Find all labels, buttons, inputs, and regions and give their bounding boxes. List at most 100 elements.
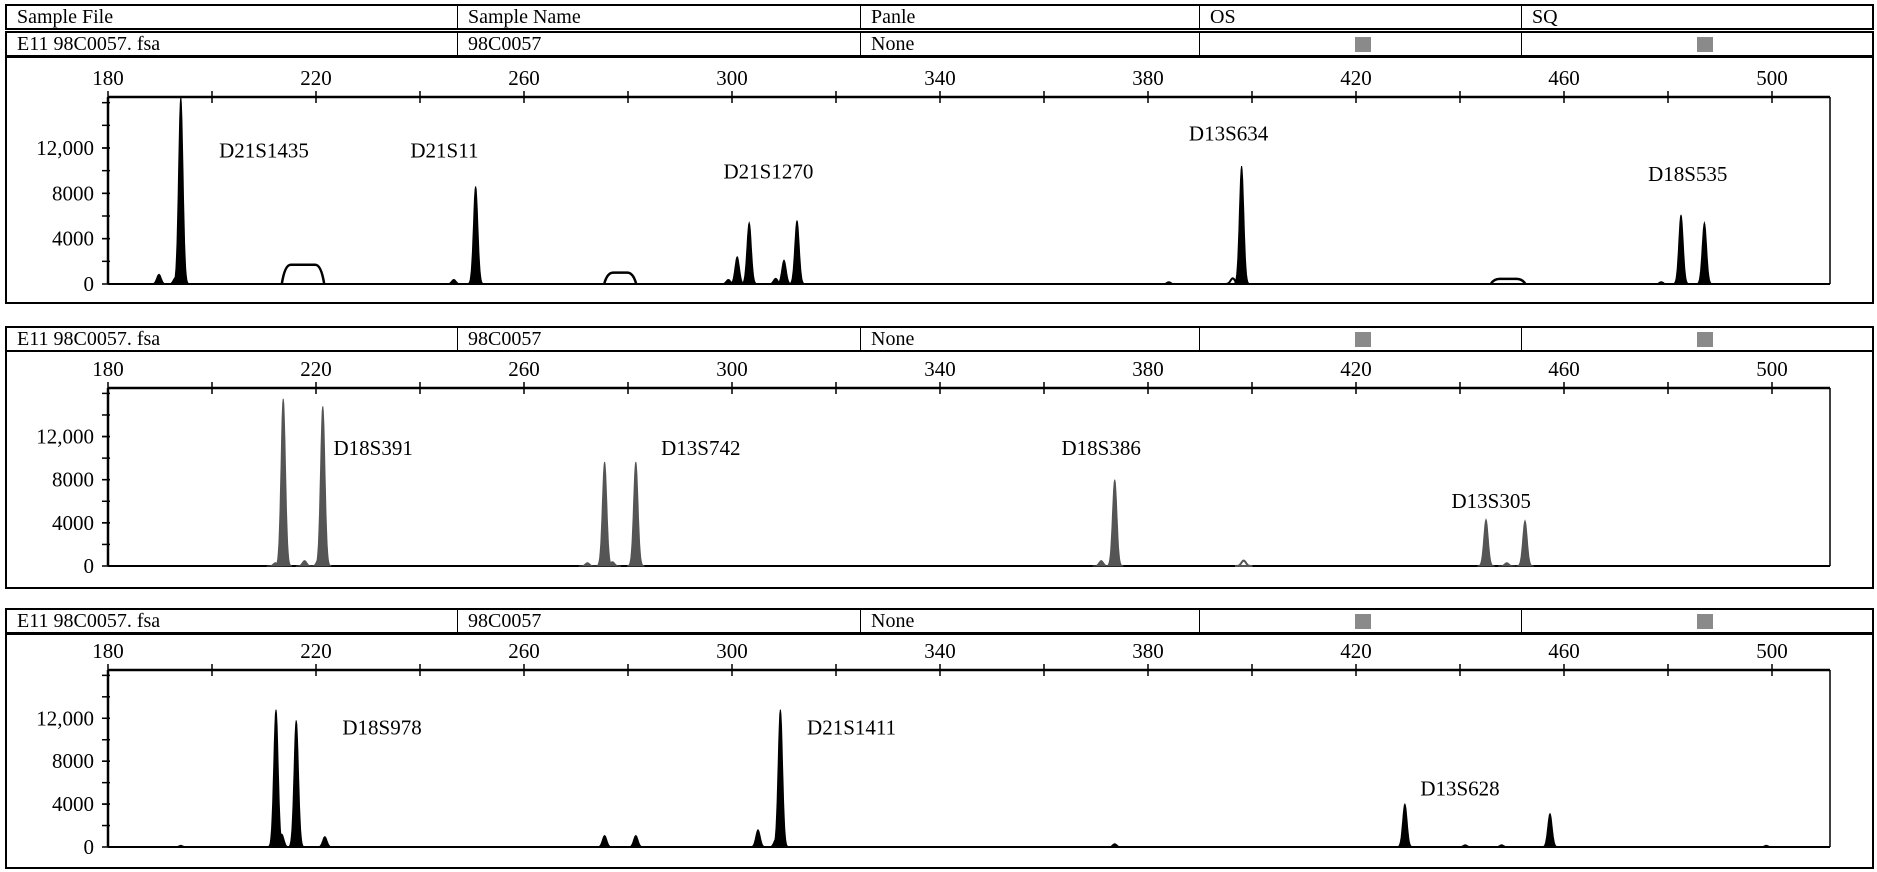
- marker-label: D21S1270: [723, 160, 813, 184]
- sq-status-square-icon: [1697, 37, 1713, 52]
- x-tick-label: 340: [924, 66, 956, 90]
- x-tick-label: 260: [508, 639, 540, 663]
- peak: [749, 829, 767, 848]
- sq-status-square-icon: [1697, 332, 1713, 347]
- peak: [627, 461, 645, 567]
- marker-label: D21S1411: [807, 715, 896, 739]
- sq-cell: [1521, 328, 1872, 350]
- electropherogram-panel-3: 180 220 260 300 340 380 420 460 500 0 4000 8000 12,0…: [5, 633, 1874, 869]
- peak: [172, 844, 190, 848]
- peak: [1672, 214, 1690, 285]
- sample-row[interactable]: E11 98C0057. fsa 98C0057 None: [5, 31, 1874, 57]
- peak: [788, 220, 806, 285]
- peak: [595, 461, 614, 567]
- y-tick-label: 4000: [52, 227, 94, 251]
- peak: [150, 273, 168, 285]
- peak: [1477, 518, 1495, 567]
- x-tick-label: 180: [92, 66, 124, 90]
- peak: [1516, 519, 1534, 567]
- y-tick-label: 0: [84, 554, 95, 578]
- peak: [445, 278, 463, 285]
- x-tick-label: 420: [1340, 357, 1372, 381]
- x-tick-label: 220: [300, 639, 332, 663]
- x-tick-label: 380: [1132, 66, 1164, 90]
- column-header-sq: SQ: [1521, 6, 1872, 28]
- x-tick-label: 220: [300, 357, 332, 381]
- x-tick-label: 180: [92, 639, 124, 663]
- y-tick-label: 0: [84, 835, 95, 859]
- y-tick-label: 8000: [52, 468, 94, 492]
- peak: [313, 406, 332, 567]
- marker-label: D13S305: [1452, 489, 1531, 513]
- sample-name: 98C0057: [457, 328, 860, 350]
- peak: [273, 398, 293, 567]
- peak: [267, 709, 285, 848]
- marker-label: D18S386: [1062, 436, 1141, 460]
- sq-cell: [1521, 33, 1872, 55]
- peak: [1541, 812, 1559, 848]
- os-cell: [1199, 328, 1521, 350]
- sample-file: E11 98C0057. fsa: [17, 610, 161, 632]
- x-tick-label: 260: [508, 66, 540, 90]
- y-tick-label: 12,000: [36, 136, 94, 160]
- marker-label: D18S391: [334, 436, 413, 460]
- panel-name: None: [860, 33, 1199, 55]
- y-tick-label: 4000: [52, 511, 94, 535]
- sample-file: E11 98C0057. fsa: [17, 328, 161, 350]
- peak: [1232, 166, 1251, 285]
- electropherogram-chart-2: 180 220 260 300 340 380 420 460 500 0 4000 8000 12,0…: [36, 357, 1831, 578]
- peak: [627, 834, 645, 848]
- peak: [1498, 562, 1516, 567]
- marker-label: D18S978: [342, 715, 421, 739]
- peak: [578, 562, 597, 567]
- x-tick-label: 500: [1756, 66, 1788, 90]
- os-status-square-icon: [1355, 614, 1371, 629]
- peak: [287, 720, 306, 848]
- electropherogram-panel-1: 180 220 260 300 340 380 420 460 500 0 4000 8000 12,0…: [5, 56, 1874, 304]
- peak: [316, 836, 334, 848]
- peak: [595, 834, 614, 848]
- column-header-sample-name: Sample Name: [457, 6, 860, 28]
- os-cell: [1199, 33, 1521, 55]
- panel-name: None: [860, 610, 1199, 632]
- y-tick-label: 12,000: [36, 706, 94, 730]
- y-tick-label: 12,000: [36, 425, 94, 449]
- column-header-sample-file: Sample File: [17, 6, 114, 28]
- marker-label: D21S11: [410, 139, 478, 163]
- peak: [1757, 844, 1775, 848]
- electropherogram-chart-1: 180 220 260 300 340 380 420 460 500 0 4000 8000 12,0…: [36, 66, 1831, 296]
- peak: [1105, 479, 1124, 567]
- x-tick-label: 460: [1548, 639, 1580, 663]
- marker-label: D21S1435: [219, 139, 309, 163]
- peak: [1160, 281, 1178, 285]
- sq-status-square-icon: [1697, 614, 1713, 629]
- x-tick-label: 420: [1340, 639, 1372, 663]
- plateau-artifact: [1489, 277, 1527, 285]
- column-header-row: Sample File Sample Name Panle OS SQ: [5, 4, 1874, 30]
- peak: [1105, 843, 1124, 848]
- peak: [728, 255, 746, 285]
- sample-row[interactable]: E11 98C0057. fsa 98C0057 None: [5, 326, 1874, 352]
- peak: [1234, 559, 1253, 567]
- sample-name: 98C0057: [457, 610, 860, 632]
- peak: [740, 221, 758, 285]
- peak: [1652, 281, 1670, 285]
- x-tick-label: 500: [1756, 357, 1788, 381]
- x-tick-label: 300: [716, 66, 748, 90]
- peak: [171, 96, 190, 285]
- sample-row[interactable]: E11 98C0057. fsa 98C0057 None: [5, 608, 1874, 634]
- peak: [603, 561, 622, 567]
- peak: [771, 709, 790, 848]
- x-tick-label: 300: [716, 639, 748, 663]
- column-header-os: OS: [1199, 6, 1521, 28]
- y-tick-label: 8000: [52, 181, 94, 205]
- y-tick-label: 4000: [52, 792, 94, 816]
- os-cell: [1199, 610, 1521, 632]
- x-tick-label: 260: [508, 357, 540, 381]
- x-tick-label: 420: [1340, 66, 1372, 90]
- x-tick-label: 460: [1548, 66, 1580, 90]
- peak: [1396, 802, 1414, 848]
- sample-name: 98C0057: [457, 33, 860, 55]
- marker-label: D13S628: [1420, 777, 1499, 801]
- x-tick-label: 380: [1132, 357, 1164, 381]
